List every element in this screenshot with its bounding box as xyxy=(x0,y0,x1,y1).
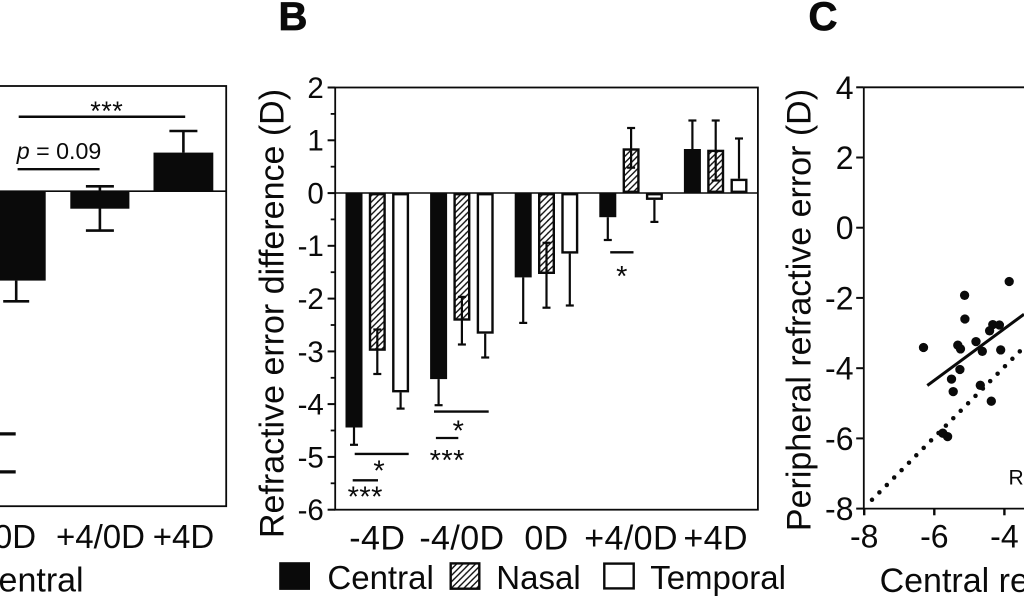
svg-text:-3: -3 xyxy=(298,336,324,369)
svg-text:0D: 0D xyxy=(0,518,36,555)
svg-text:Nasal: Nasal xyxy=(496,559,580,596)
svg-text:-2: -2 xyxy=(825,280,853,316)
svg-text:-6: -6 xyxy=(298,494,324,527)
svg-text:B: B xyxy=(279,0,308,39)
svg-text:Central refractive error (D): Central refractive error (D) xyxy=(880,562,1024,600)
svg-text:0D: 0D xyxy=(524,520,568,558)
svg-text:Central: Central xyxy=(327,559,433,596)
svg-text:***: *** xyxy=(430,445,465,477)
svg-text:***: *** xyxy=(90,96,123,126)
svg-text:-5: -5 xyxy=(298,441,324,474)
svg-text:*: * xyxy=(453,416,464,448)
svg-text:-1: -1 xyxy=(298,230,324,263)
svg-text:-4: -4 xyxy=(990,519,1018,555)
svg-text:4: 4 xyxy=(836,70,854,106)
svg-text:0: 0 xyxy=(836,210,854,246)
svg-text:-4D: -4D xyxy=(349,520,405,558)
svg-text:Refractive error difference (D: Refractive error difference (D) xyxy=(253,89,291,538)
svg-text:Central: Central xyxy=(0,562,84,600)
svg-text:Peripheral refractive error (D: Peripheral refractive error (D) xyxy=(781,89,819,531)
svg-text:1: 1 xyxy=(307,125,323,158)
svg-text:+4D: +4D xyxy=(683,520,748,558)
svg-text:-6: -6 xyxy=(920,519,948,555)
svg-text:*: * xyxy=(373,455,384,487)
svg-text:+4/0D: +4/0D xyxy=(56,518,145,555)
svg-text:2: 2 xyxy=(307,72,323,105)
svg-text:-4/0D: -4/0D xyxy=(419,520,504,558)
svg-text:R: R xyxy=(1009,467,1024,490)
svg-text:-8: -8 xyxy=(850,519,878,555)
svg-text:-2: -2 xyxy=(298,283,324,316)
svg-text:C: C xyxy=(809,0,838,39)
svg-text:-6: -6 xyxy=(825,421,853,457)
svg-text:0: 0 xyxy=(307,178,323,211)
svg-text:+4/0D: +4/0D xyxy=(584,520,678,558)
svg-text:+4D: +4D xyxy=(153,518,214,555)
svg-text:-4: -4 xyxy=(825,351,853,387)
svg-text:***: *** xyxy=(348,481,383,513)
svg-text:2: 2 xyxy=(836,140,854,176)
svg-text:-8: -8 xyxy=(825,491,853,527)
svg-text:p = 0.09: p = 0.09 xyxy=(16,138,101,164)
svg-text:*: * xyxy=(616,261,627,293)
svg-text:Temporal: Temporal xyxy=(650,559,786,596)
svg-text:-4: -4 xyxy=(298,389,324,422)
